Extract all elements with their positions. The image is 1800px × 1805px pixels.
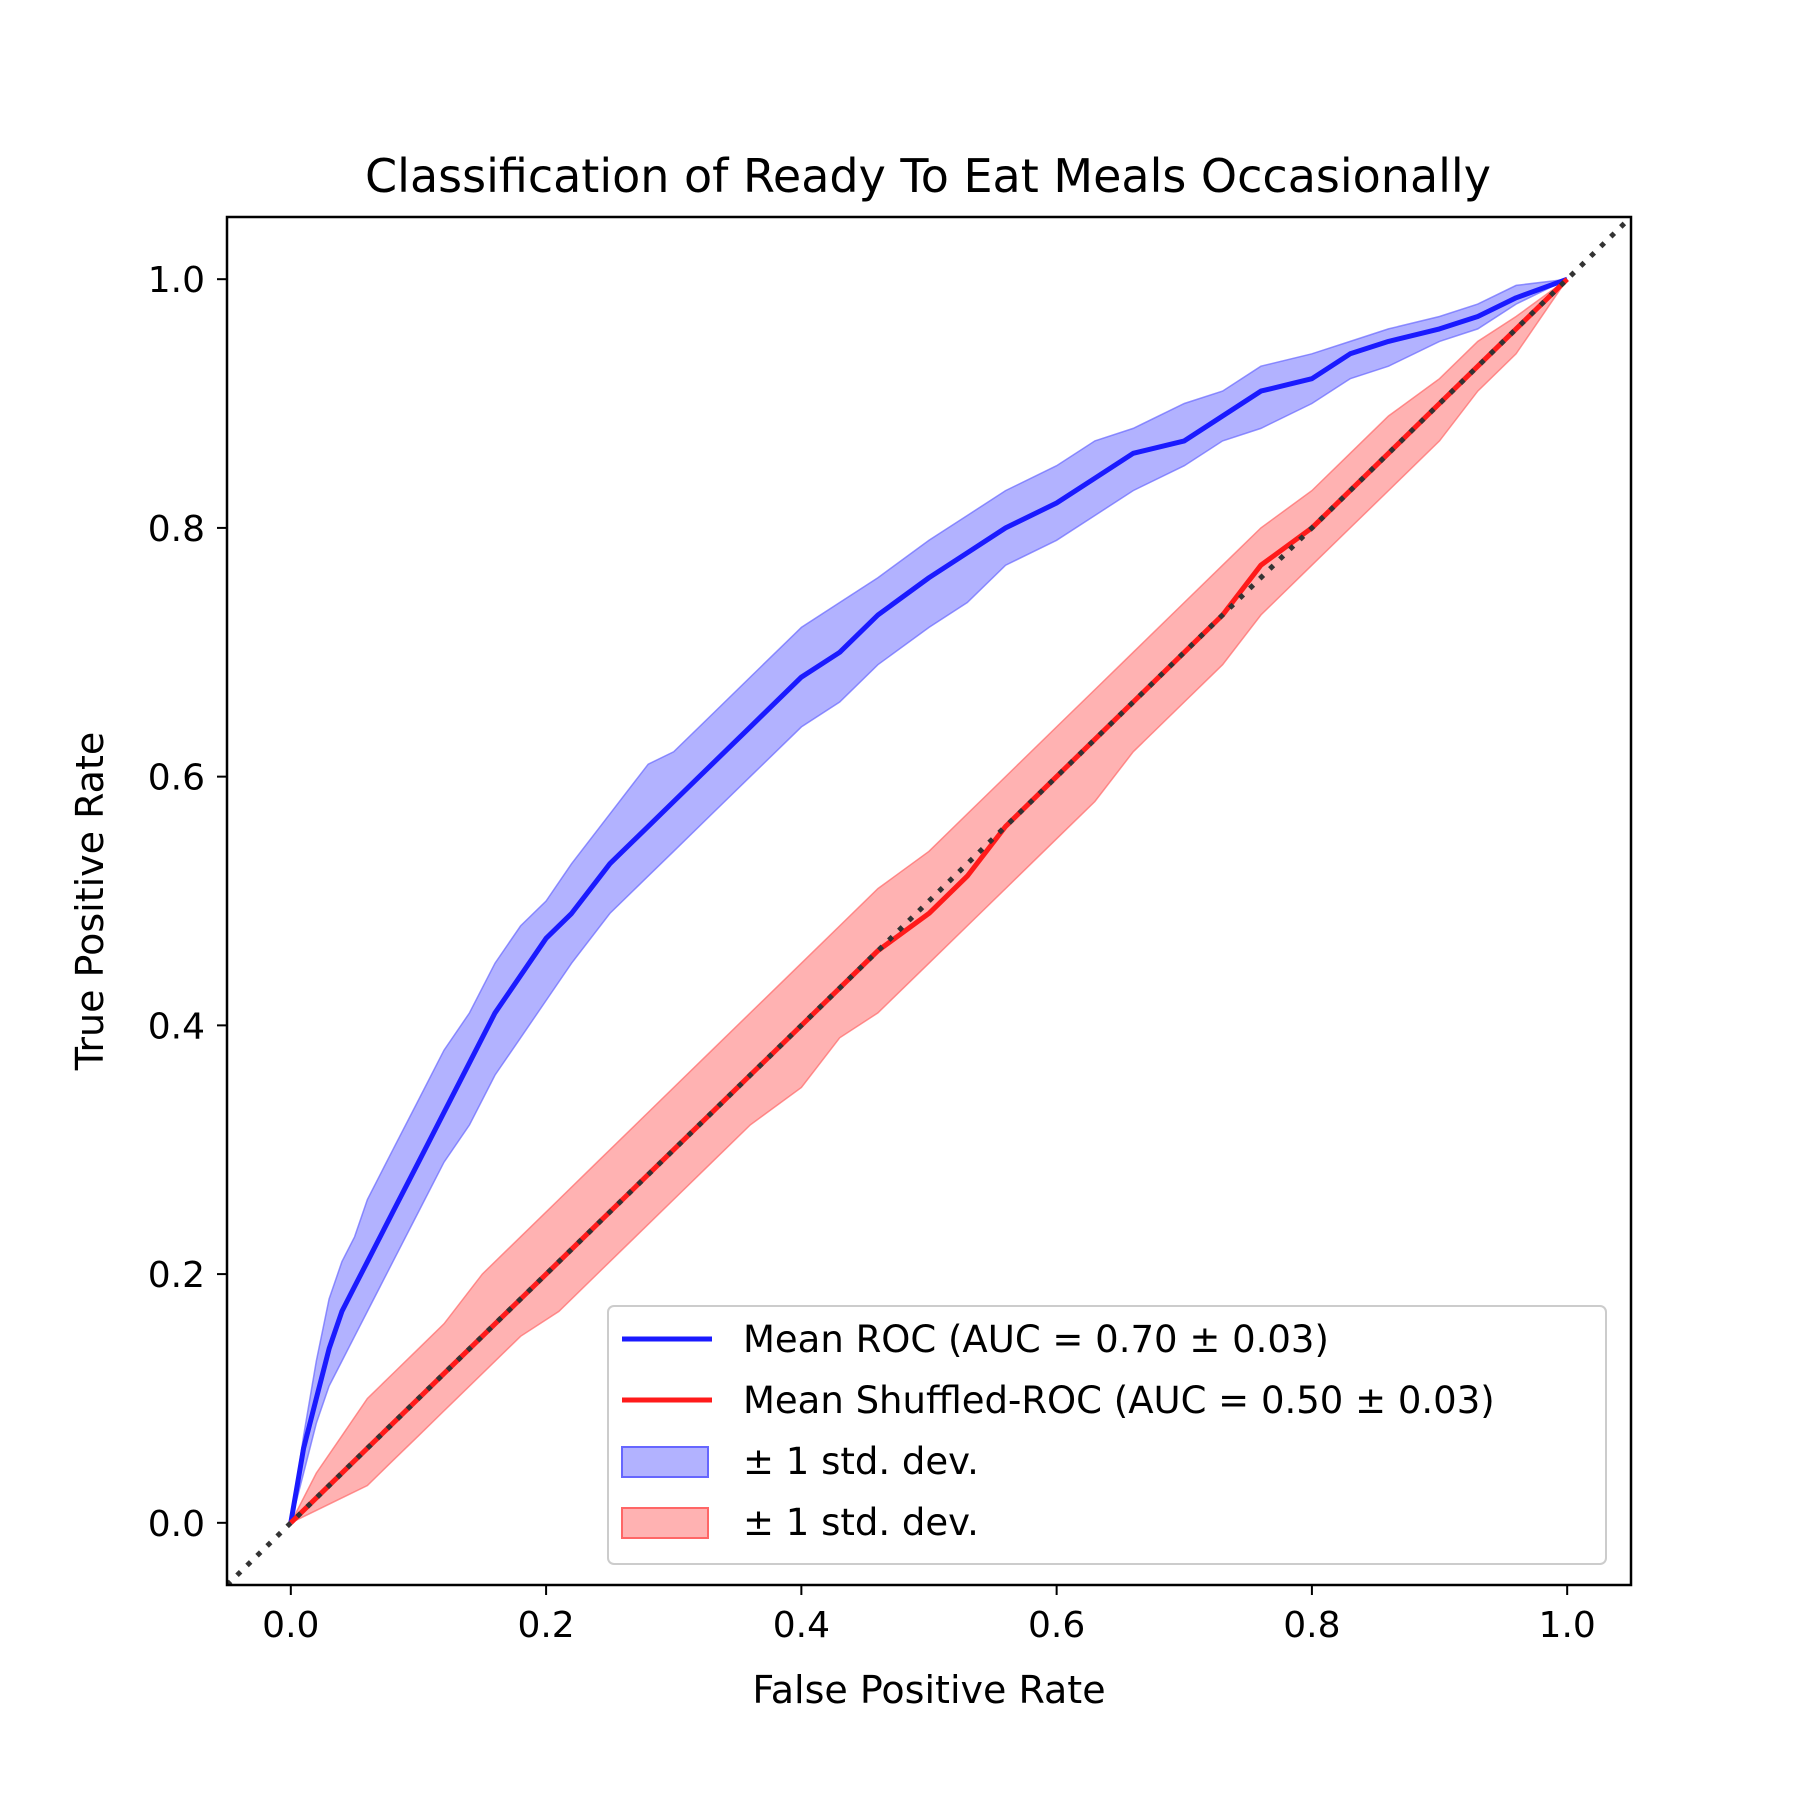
x-tick-label: 0.0 bbox=[262, 1605, 319, 1646]
chart-title: Classification of Ready To Eat Meals Occ… bbox=[365, 149, 1491, 203]
legend-box bbox=[607, 1305, 1607, 1565]
x-tick-label: 0.8 bbox=[1283, 1605, 1340, 1646]
x-tick-label: 0.6 bbox=[1028, 1605, 1085, 1646]
y-tick-label: 0.6 bbox=[148, 758, 205, 799]
y-tick-label: 0.4 bbox=[148, 1006, 205, 1047]
x-tick-label: 0.4 bbox=[773, 1605, 830, 1646]
y-tick-label: 0.8 bbox=[148, 509, 205, 550]
legend-handle-blue-band bbox=[621, 1446, 709, 1478]
y-tick-label: 1.0 bbox=[148, 260, 205, 301]
x-axis-label: False Positive Rate bbox=[752, 1668, 1105, 1712]
legend-handle-red-band bbox=[621, 1507, 709, 1539]
plot-content bbox=[227, 217, 1631, 1585]
chance-line bbox=[227, 217, 1631, 1585]
series-line-mean-roc bbox=[288, 276, 1569, 1524]
y-tick-label: 0.0 bbox=[148, 1504, 205, 1545]
x-tick-label: 0.2 bbox=[517, 1605, 574, 1646]
plot-area bbox=[227, 217, 1631, 1585]
axes-frame bbox=[225, 215, 1633, 1587]
x-tick-label: 1.0 bbox=[1539, 1605, 1596, 1646]
axis-ticks: 0.0 0.2 0.4 0.6 0.8 1.0 0.0 0.2 0.4 0.6 0.8 1.0 bbox=[148, 260, 1596, 1646]
y-axis-label: True Positive Rate bbox=[68, 732, 112, 1072]
legend: Mean ROC (AUC = 0.70 ± 0.03) Mean Shuffl… bbox=[607, 1305, 1607, 1565]
y-tick-label: 0.2 bbox=[148, 1255, 205, 1296]
legend-label-red-band: ± 1 std. dev. bbox=[743, 1501, 979, 1544]
legend-label-blue-band: ± 1 std. dev. bbox=[743, 1440, 979, 1483]
legend-label-shuffled-roc: Mean Shuffled-ROC (AUC = 0.50 ± 0.03) bbox=[743, 1379, 1495, 1422]
legend-label-mean-roc: Mean ROC (AUC = 0.70 ± 0.03) bbox=[743, 1318, 1329, 1361]
